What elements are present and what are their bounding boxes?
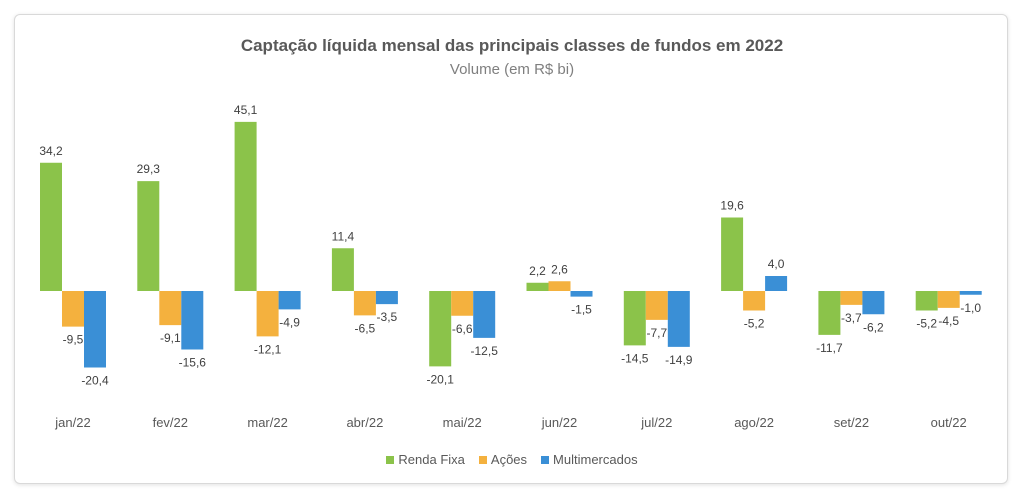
legend-item-renda-fixa: Renda Fixa bbox=[386, 452, 465, 467]
x-tick-label-jan: jan/22 bbox=[54, 415, 90, 430]
bar-multimercados-fev bbox=[181, 291, 204, 350]
data-label-multimercados-out: -1,0 bbox=[960, 301, 981, 315]
data-label-renda-fixa-set: -11,7 bbox=[816, 341, 843, 355]
data-label-acoes-jun: 2,6 bbox=[551, 262, 568, 276]
x-tick-label-fev: fev/22 bbox=[153, 415, 188, 430]
data-label-acoes-abr: -6,5 bbox=[355, 321, 376, 335]
data-label-multimercados-jun: -1,5 bbox=[571, 303, 592, 317]
data-label-renda-fixa-jun: 2,2 bbox=[529, 264, 546, 278]
x-tick-label-ago: ago/22 bbox=[734, 415, 774, 430]
bar-multimercados-ago bbox=[765, 276, 788, 291]
bar-multimercados-jan bbox=[84, 291, 106, 368]
bar-acoes-jul bbox=[645, 291, 668, 320]
data-label-renda-fixa-abr: 11,4 bbox=[332, 229, 355, 243]
data-label-acoes-ago: -5,2 bbox=[744, 317, 765, 331]
bar-renda-fixa-fev bbox=[137, 181, 160, 291]
data-label-multimercados-mar: -4,9 bbox=[279, 315, 300, 329]
bar-multimercados-jul bbox=[667, 291, 690, 347]
data-label-multimercados-abr: -3,5 bbox=[377, 310, 398, 324]
data-label-renda-fixa-mar: 45,1 bbox=[234, 103, 258, 117]
data-label-acoes-mar: -12,1 bbox=[254, 342, 282, 356]
bar-acoes-jan bbox=[62, 291, 84, 327]
bar-multimercados-jun bbox=[570, 291, 593, 297]
bar-renda-fixa-out bbox=[915, 291, 938, 311]
bar-multimercados-set bbox=[862, 291, 885, 315]
x-tick-label-jul: jul/22 bbox=[640, 415, 672, 430]
legend-swatch-multimercados bbox=[541, 455, 550, 464]
chart-title: Captação líquida mensal das principais c… bbox=[240, 36, 784, 55]
data-label-multimercados-jul: -14,9 bbox=[665, 353, 693, 367]
data-label-renda-fixa-out: -5,2 bbox=[916, 317, 937, 331]
bar-acoes-set bbox=[840, 291, 863, 305]
bar-multimercados-abr bbox=[375, 291, 398, 305]
bar-acoes-abr bbox=[353, 291, 376, 316]
bar-acoes-mai bbox=[451, 291, 474, 316]
bar-renda-fixa-abr bbox=[331, 248, 354, 291]
legend-label-multimercados: Multimercados bbox=[553, 452, 638, 467]
bar-renda-fixa-jul bbox=[623, 291, 646, 346]
x-tick-label-mai: mai/22 bbox=[443, 415, 482, 430]
data-label-acoes-jan: -9,5 bbox=[63, 333, 84, 347]
data-label-acoes-fev: -9,1 bbox=[160, 331, 181, 345]
data-label-renda-fixa-mai: -20,1 bbox=[427, 372, 455, 386]
data-label-acoes-set: -3,7 bbox=[841, 311, 862, 325]
x-tick-label-mar: mar/22 bbox=[247, 415, 287, 430]
bar-renda-fixa-mar bbox=[234, 121, 257, 291]
x-tick-label-set: set/22 bbox=[834, 415, 869, 430]
data-label-renda-fixa-jan: 34,2 bbox=[39, 144, 63, 158]
bar-renda-fixa-jan bbox=[40, 162, 62, 291]
data-label-multimercados-ago: 4,0 bbox=[768, 257, 785, 271]
data-label-acoes-mai: -6,6 bbox=[452, 322, 473, 336]
bar-renda-fixa-ago bbox=[721, 217, 744, 291]
data-label-renda-fixa-fev: 29,3 bbox=[137, 162, 161, 176]
chart-legend: Renda Fixa Ações Multimercados bbox=[0, 452, 1024, 467]
chart-frame bbox=[14, 14, 1008, 484]
data-label-multimercados-mai: -12,5 bbox=[471, 344, 499, 358]
legend-swatch-renda-fixa bbox=[386, 455, 395, 464]
bar-renda-fixa-mai bbox=[429, 291, 452, 367]
chart-subtitle: Volume (em R$ bi) bbox=[449, 61, 575, 78]
bar-renda-fixa-jun bbox=[526, 282, 549, 291]
bar-multimercados-mai bbox=[473, 291, 496, 338]
bar-multimercados-out bbox=[959, 291, 982, 295]
bar-acoes-jun bbox=[548, 281, 571, 291]
legend-swatch-acoes bbox=[478, 455, 487, 464]
bar-acoes-ago bbox=[743, 291, 766, 311]
data-label-acoes-out: -4,5 bbox=[938, 314, 959, 328]
x-tick-label-jun: jun/22 bbox=[541, 415, 577, 430]
data-label-renda-fixa-jul: -14,5 bbox=[621, 351, 649, 365]
legend-label-renda-fixa: Renda Fixa bbox=[398, 452, 465, 467]
bar-acoes-out bbox=[937, 291, 960, 308]
bar-acoes-mar bbox=[256, 291, 279, 337]
bar-multimercados-mar bbox=[278, 291, 301, 310]
legend-item-multimercados: Multimercados bbox=[541, 452, 638, 467]
bar-acoes-fev bbox=[159, 291, 182, 326]
data-label-multimercados-fev: -15,6 bbox=[179, 356, 207, 370]
data-label-multimercados-set: -6,2 bbox=[863, 320, 884, 334]
legend-item-acoes: Ações bbox=[478, 452, 528, 467]
bar-renda-fixa-set bbox=[818, 291, 841, 335]
x-tick-label-abr: abr/22 bbox=[346, 415, 383, 430]
data-label-multimercados-jan: -20,4 bbox=[81, 374, 109, 388]
x-tick-label-out: out/22 bbox=[931, 415, 967, 430]
data-label-acoes-jul: -7,7 bbox=[646, 326, 667, 340]
legend-label-acoes: Ações bbox=[490, 452, 528, 467]
data-label-renda-fixa-ago: 19,6 bbox=[720, 199, 744, 213]
